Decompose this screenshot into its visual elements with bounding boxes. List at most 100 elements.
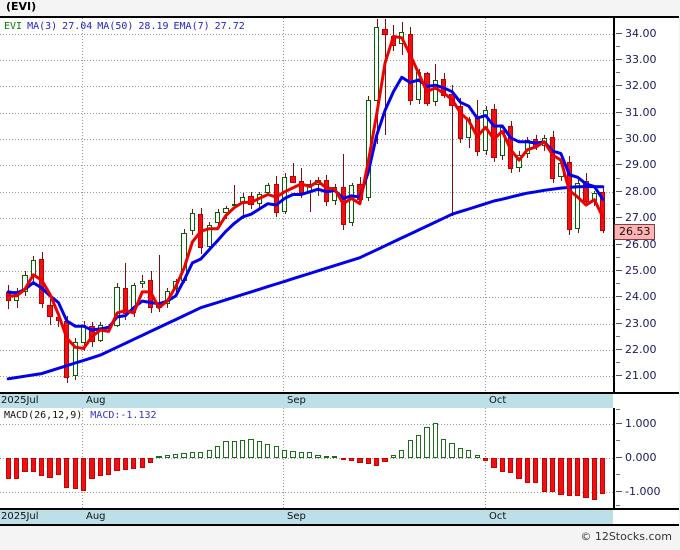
price-minor-tick [616, 199, 679, 211]
macd-bar-negative [39, 458, 45, 476]
candle-body-up [281, 177, 288, 212]
price-minor-tick [616, 41, 679, 53]
price-tick: 27.00 [616, 212, 679, 224]
macd-bar-positive [164, 454, 170, 458]
candle-body-down [508, 125, 514, 170]
legend-ma3-label: MA(3) [27, 21, 58, 32]
candle-body-up [482, 110, 489, 151]
candle-body-down [457, 106, 464, 140]
watermark: © 12Stocks.com [580, 530, 672, 543]
tick-dash [616, 269, 622, 271]
macd-bar-negative [139, 458, 145, 469]
price-tick-label: 33.00 [625, 53, 657, 67]
legend-ma50-value: 28.19 [138, 21, 169, 32]
macd-bottom-border [0, 508, 679, 510]
candle-body-up [189, 212, 196, 232]
candle-body-up [13, 290, 20, 302]
macd-tick-label: 1.000 [625, 416, 657, 430]
macd-bar-negative [491, 458, 497, 468]
tick-dash [616, 322, 622, 324]
macd-bar-positive [173, 453, 179, 458]
candle-body-up [214, 211, 221, 224]
macd-bar-positive [198, 451, 204, 458]
macd-bar-negative [365, 458, 371, 465]
candle-body-up [114, 286, 120, 327]
price-tick: 34.00 [616, 27, 679, 40]
price-tick-label: 24.00 [625, 290, 657, 304]
candle-body-down [248, 195, 254, 205]
macd-bar-negative [55, 458, 62, 476]
tick-dash [616, 457, 622, 458]
tick-dash [616, 243, 622, 245]
macd-name: MACD(26,12,9) [4, 410, 83, 421]
candle-body-up [558, 162, 564, 178]
price-gridline [0, 60, 613, 61]
candle-body-up [97, 324, 103, 341]
macd-bar-positive [206, 450, 212, 458]
macd-bar-negative [591, 458, 598, 501]
candle-body-up [139, 281, 145, 284]
macd-bar-positive [265, 444, 271, 458]
macd-bar-negative [114, 458, 120, 472]
macd-axis-scale: 1.000 0.000 -1.000 [616, 408, 679, 508]
macd-bar-negative [13, 458, 20, 480]
candle-body-up [131, 285, 137, 313]
candle-body-up [231, 203, 237, 207]
candle-body-up [173, 281, 179, 290]
price-tick: 24.00 [616, 291, 679, 303]
price-tick-label: 31.00 [625, 105, 657, 119]
macd-bar-positive [273, 446, 279, 458]
price-gridline [0, 245, 613, 246]
candle-body-down [273, 183, 279, 213]
candle-body-down [583, 181, 589, 203]
candle-body-down [424, 73, 430, 104]
macd-gridline [0, 458, 613, 459]
macd-bar-positive [432, 422, 438, 458]
macd-bar-positive [298, 451, 304, 458]
tick-dash [616, 217, 622, 219]
macd-bar-negative [549, 458, 556, 492]
date-tick-label: Aug [86, 511, 106, 522]
tick-dash [616, 491, 622, 493]
price-tick: 22.00 [616, 343, 679, 356]
price-panel: EVI MA(3) 27.04 MA(50) 28.19 EMA(7) 27.72 34.0… [0, 16, 679, 394]
macd-bar-negative [482, 458, 489, 461]
month-gridline [485, 18, 486, 392]
candle-body-down [106, 326, 112, 329]
macd-bar-positive [457, 447, 464, 458]
tick-dash [616, 85, 622, 87]
tick-dash [616, 408, 620, 410]
macd-bar-positive [181, 453, 187, 458]
tick-dash [616, 32, 622, 34]
macd-bar-negative [131, 458, 137, 470]
candle-body-up [240, 197, 246, 204]
macd-bar-negative [499, 458, 505, 473]
tick-dash [616, 348, 622, 350]
candle-wick [159, 255, 160, 312]
candle-body-down [474, 118, 480, 153]
macd-bar-negative [122, 458, 129, 471]
tick-dash [616, 72, 620, 74]
legend-ema7-value: 27.72 [214, 21, 245, 32]
candle-body-down [600, 191, 606, 231]
macd-bar-negative [508, 458, 514, 474]
title-bar: (EVI) [0, 0, 680, 16]
candle-body-up [516, 154, 522, 169]
date-tick-label: Sep [287, 511, 306, 522]
candle-body-up [432, 79, 438, 103]
macd-plot-area [0, 408, 613, 508]
price-tick: 29.00 [616, 159, 679, 171]
candle-body-up [265, 185, 271, 194]
tick-dash [616, 505, 620, 507]
date-tick-label: 2025Jul [1, 395, 39, 406]
price-gridline [0, 34, 613, 35]
macd-bar-negative [374, 458, 380, 467]
macd-bar-positive [189, 452, 196, 458]
tick-dash [616, 256, 620, 258]
candle-body-up [575, 182, 581, 229]
macd-bar-positive [256, 441, 263, 458]
legend-ma3-value: 27.04 [62, 21, 93, 32]
candle-body-up [156, 305, 162, 308]
candle-body-up [256, 194, 263, 204]
